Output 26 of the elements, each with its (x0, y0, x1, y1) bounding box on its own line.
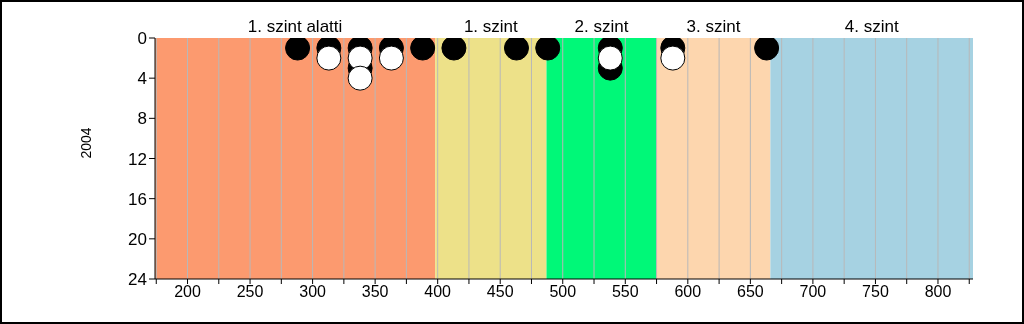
y-tick-label: 4 (137, 69, 147, 89)
y-tick-label: 24 (128, 270, 147, 290)
x-tick-label: 650 (737, 283, 764, 301)
x-tick-label: 800 (924, 283, 952, 301)
y-axis-title: 2004 (77, 127, 94, 159)
x-tick-label: 300 (299, 283, 327, 301)
x-tick-label: 450 (486, 283, 514, 301)
x-tick-label: 400 (424, 283, 452, 301)
x-tick-label: 700 (799, 283, 827, 301)
band-label: 3. szint (686, 17, 741, 36)
x-tick-label: 550 (611, 283, 639, 301)
y-tick-label: 16 (128, 189, 147, 209)
y-tick-label: 20 (128, 229, 147, 249)
x-tick-label: 750 (862, 283, 889, 301)
x-tick-label: 600 (674, 283, 702, 301)
band-label: 1. szint (463, 17, 519, 36)
y-tick-label: 8 (137, 109, 147, 129)
y-tick-label: 0 (137, 29, 147, 49)
band-label: 2. szint (574, 17, 629, 36)
x-tick-label: 250 (236, 283, 264, 301)
y-tick-label: 12 (128, 149, 147, 169)
band-label: 1. szint alatti (247, 17, 343, 36)
x-tick-label: 350 (361, 283, 389, 301)
x-tick-label: 500 (549, 283, 577, 301)
x-tick-label: 200 (174, 283, 201, 301)
band-label: 4. szint (844, 17, 899, 36)
